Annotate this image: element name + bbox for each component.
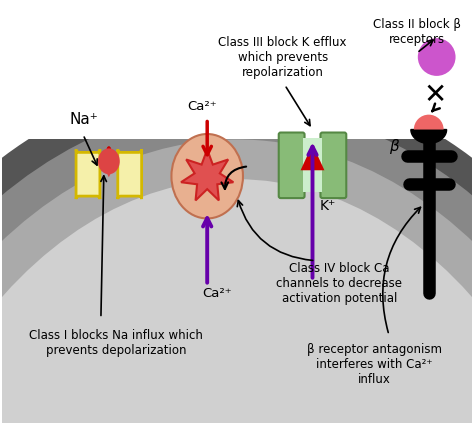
Text: Class I blocks Na influx which
prevents depolarization: Class I blocks Na influx which prevents … (29, 329, 203, 357)
FancyBboxPatch shape (118, 149, 142, 199)
Wedge shape (414, 114, 444, 130)
FancyBboxPatch shape (76, 149, 100, 199)
Polygon shape (181, 149, 233, 201)
Ellipse shape (172, 134, 243, 218)
Text: Class II block β
receptors: Class II block β receptors (373, 18, 461, 46)
Text: Class III block K efflux
which prevents
repolarization: Class III block K efflux which prevents … (219, 36, 347, 78)
Text: K⁺: K⁺ (319, 199, 336, 213)
Text: Na⁺: Na⁺ (69, 112, 98, 127)
FancyBboxPatch shape (320, 133, 346, 198)
Polygon shape (101, 162, 117, 177)
Bar (1, 1, 473, 139)
Polygon shape (411, 130, 447, 143)
FancyBboxPatch shape (279, 133, 305, 198)
Circle shape (418, 38, 456, 76)
Text: ✕: ✕ (423, 81, 447, 109)
Text: β receptor antagonism
interferes with Ca²⁺
influx: β receptor antagonism interferes with Ca… (307, 343, 442, 387)
Polygon shape (301, 145, 324, 170)
Bar (302, 139, 322, 192)
Ellipse shape (0, 139, 474, 424)
Ellipse shape (0, 75, 474, 424)
Text: Ca²⁺: Ca²⁺ (202, 287, 232, 300)
Ellipse shape (0, 105, 474, 424)
Bar (1, 1, 473, 204)
Text: Class IV block Ca
channels to decrease
activation potential: Class IV block Ca channels to decrease a… (276, 262, 402, 305)
Ellipse shape (0, 179, 474, 424)
Ellipse shape (98, 148, 120, 174)
Text: Ca²⁺: Ca²⁺ (187, 100, 217, 113)
Text: β: β (389, 139, 399, 154)
Bar (1, 204, 473, 423)
